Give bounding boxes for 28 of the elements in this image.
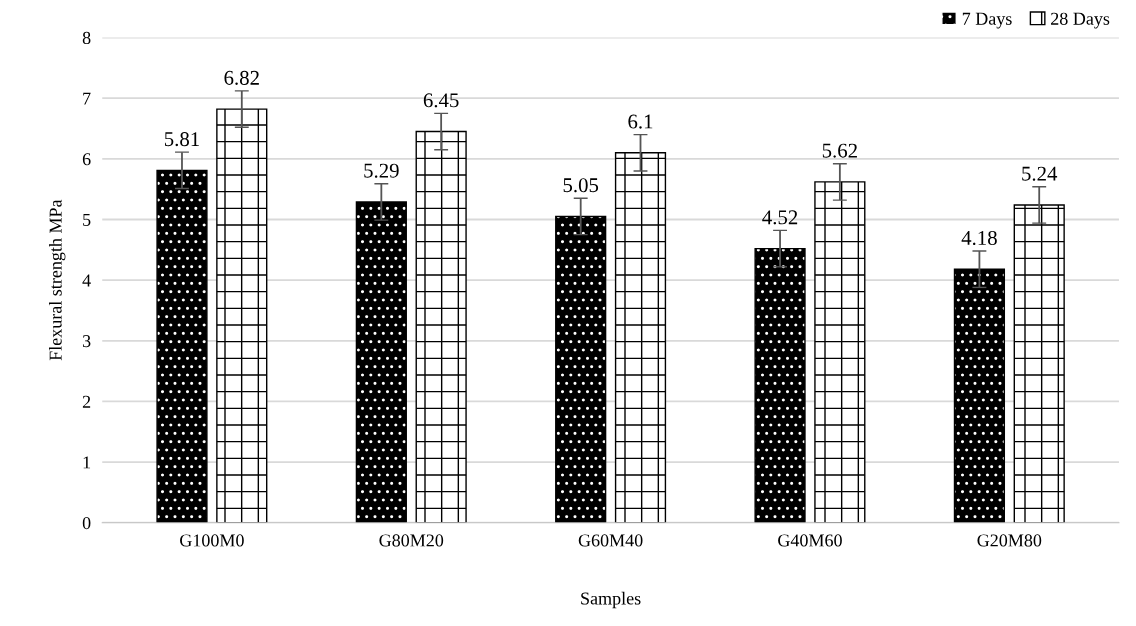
data-label: 6.82 bbox=[224, 70, 259, 85]
x-tick-label: G40M60 bbox=[778, 534, 842, 547]
y-tick-label: 0 bbox=[82, 516, 91, 530]
data-label: 4.18 bbox=[961, 230, 997, 246]
y-tick-label: 4 bbox=[82, 274, 91, 287]
data-label: 5.81 bbox=[164, 132, 199, 147]
x-axis-title: Samples bbox=[581, 591, 641, 609]
data-label: 5.24 bbox=[1022, 166, 1058, 181]
data-label: 6.45 bbox=[423, 93, 459, 108]
text: 28 Days bbox=[1051, 12, 1110, 29]
y-tick-label: 1 bbox=[83, 456, 91, 469]
legend-label: 7 Days bbox=[962, 12, 1012, 29]
y-tick-label: 7 bbox=[83, 92, 91, 105]
data-label: 5.29 bbox=[364, 163, 399, 178]
data-label: 5.05 bbox=[563, 178, 599, 193]
y-tick-label: 2 bbox=[82, 395, 91, 408]
x-tick-label: G20M80 bbox=[977, 534, 1042, 547]
x-tick-label: G80M20 bbox=[379, 534, 444, 547]
y-tick-label: 5 bbox=[83, 213, 91, 226]
x-tick-label: G100M0 bbox=[180, 534, 244, 547]
y-axis-title: Flexural strength MPa bbox=[49, 199, 66, 361]
y-tick-label: 8 bbox=[82, 31, 91, 44]
y-tick-label: 6 bbox=[82, 153, 91, 166]
x-tick-label: G60M40 bbox=[578, 534, 643, 547]
y-tick-label: 3 bbox=[82, 335, 91, 348]
data-label: 4.52 bbox=[762, 210, 798, 225]
data-label: 5.62 bbox=[822, 143, 857, 158]
data-label: 6.1 bbox=[628, 114, 653, 129]
